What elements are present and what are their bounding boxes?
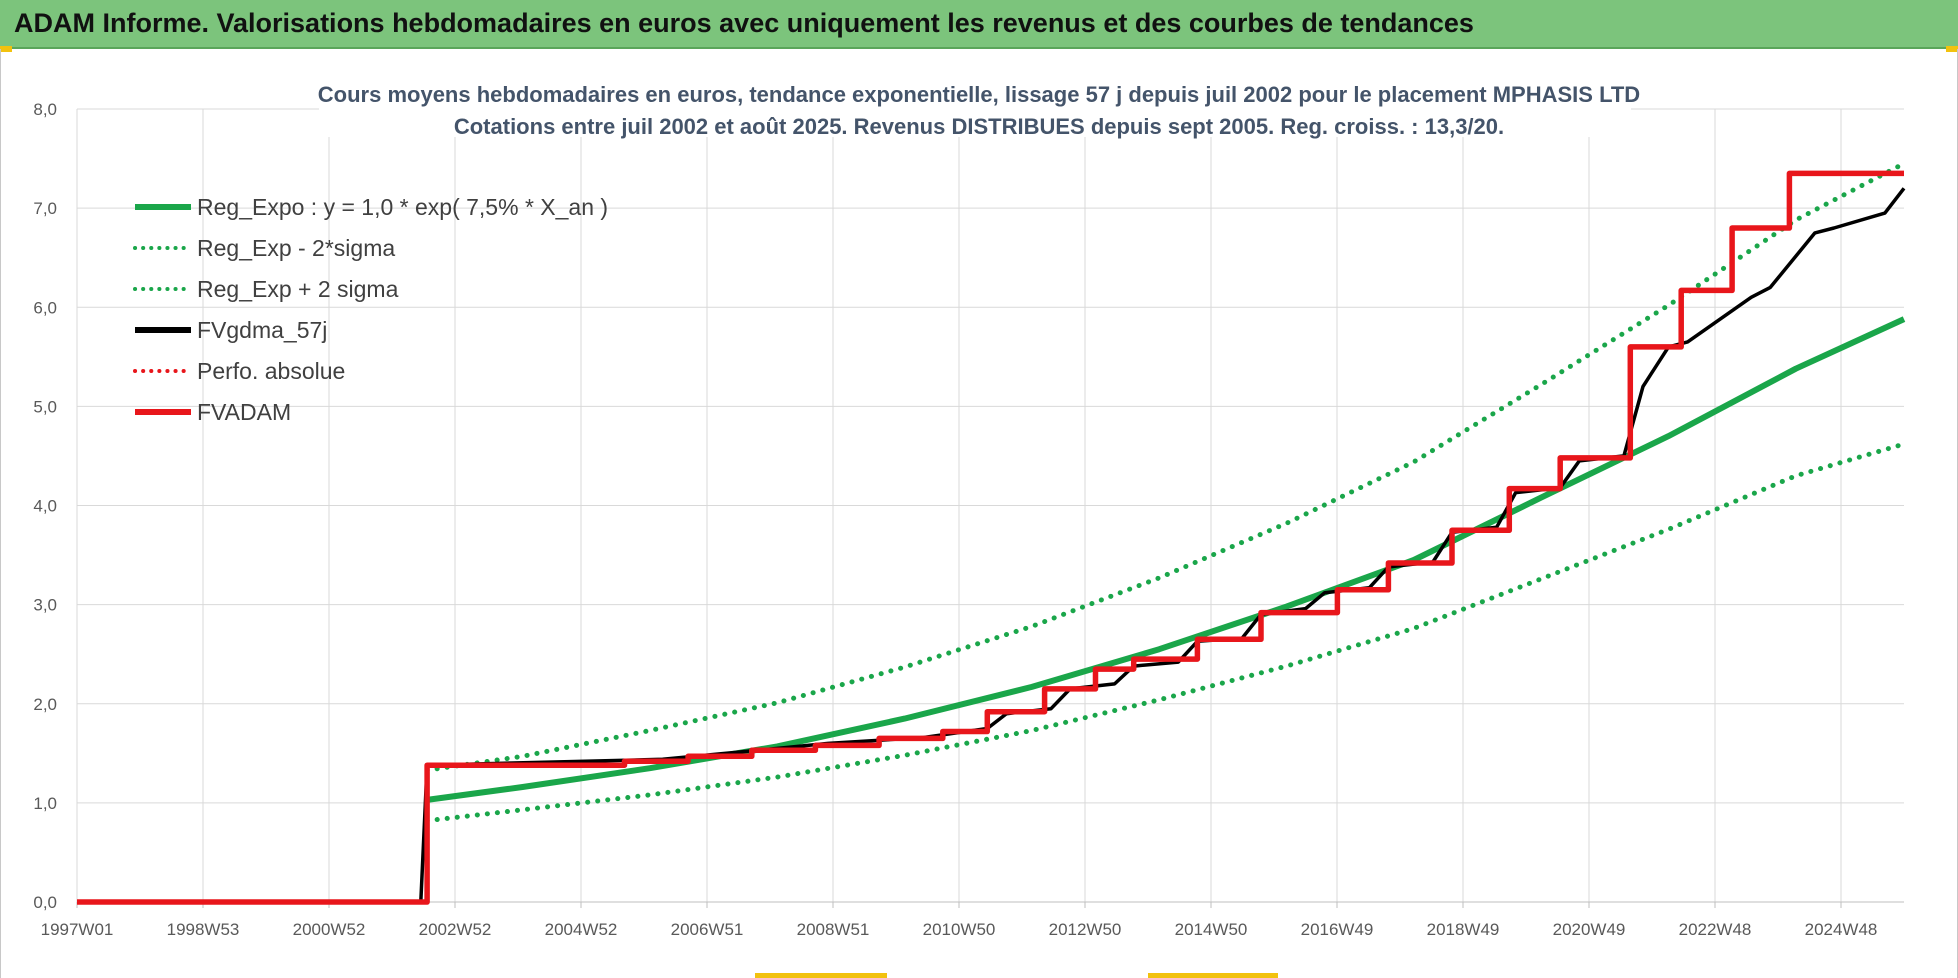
legend-label: Reg_Exp + 2 sigma <box>197 276 399 302</box>
bottom-accent-1 <box>755 973 887 978</box>
x-tick-label: 2010W50 <box>923 920 996 939</box>
x-tick-label: 2004W52 <box>545 920 618 939</box>
y-tick-label: 6,0 <box>33 298 57 317</box>
x-tick-label: 2020W49 <box>1553 920 1626 939</box>
grid-layer <box>76 108 1904 903</box>
y-tick-label: 8,0 <box>33 100 57 119</box>
y-tick-label: 4,0 <box>33 497 57 516</box>
y-tick-label: 7,0 <box>33 199 57 218</box>
y-tick-label: 5,0 <box>33 397 57 416</box>
chart-title-bg <box>319 73 1631 137</box>
chart-title-line2: Cotations entre juil 2002 et août 2025. … <box>454 114 1504 139</box>
y-tick-label: 2,0 <box>33 695 57 714</box>
legend-label: Reg_Exp - 2*sigma <box>197 235 395 261</box>
y-tick-label: 3,0 <box>33 596 57 615</box>
y-tick-label: 1,0 <box>33 794 57 813</box>
x-tick-label: 2022W48 <box>1679 920 1752 939</box>
chart-svg: 0,0 1,0 2,0 3,0 4,0 5,0 6,0 7,0 8,0 1997W01 1998W5… <box>33 73 1907 939</box>
x-tick-label: 2012W50 <box>1049 920 1122 939</box>
series-line-fvadam <box>77 170 1904 905</box>
corner-accent-right <box>1946 46 1958 52</box>
x-tick-label: 2016W49 <box>1301 920 1374 939</box>
series-line-reg-expo-y-1-0-exp-7-5-x-an <box>426 316 1906 803</box>
x-tick-label: 2014W50 <box>1175 920 1248 939</box>
legend-label: FVgdma_57j <box>197 317 327 343</box>
x-tick-label: 2018W49 <box>1427 920 1500 939</box>
page-title: ADAM Informe. Valorisations hebdomadaire… <box>14 8 1474 38</box>
x-tick-label: 1998W53 <box>167 920 240 939</box>
header-bar: ADAM Informe. Valorisations hebdomadaire… <box>0 0 1958 49</box>
series-line-reg-exp-2-sigma <box>424 161 1907 773</box>
axis-layer: 0,0 1,0 2,0 3,0 4,0 5,0 6,0 7,0 8,0 1997W01 1998W5… <box>33 100 1904 939</box>
x-tick-label: 2008W51 <box>797 920 870 939</box>
x-tick-label: 1997W01 <box>41 920 114 939</box>
x-tick-label: 2000W52 <box>293 920 366 939</box>
series-line-reg-exp-2-sigma <box>424 441 1907 824</box>
legend-label: FVADAM <box>197 399 291 425</box>
chart-frame: 0,0 1,0 2,0 3,0 4,0 5,0 6,0 7,0 8,0 1997W01 1998W5… <box>0 49 1958 978</box>
x-tick-label: 2002W52 <box>419 920 492 939</box>
x-tick-label: 2006W51 <box>671 920 744 939</box>
chart-title-line1: Cours moyens hebdomadaires en euros, ten… <box>318 82 1640 107</box>
corner-accent-left <box>0 46 12 52</box>
y-tick-label: 0,0 <box>33 893 57 912</box>
legend-label: Reg_Expo : y = 1,0 * exp( 7,5% * X_an ) <box>197 194 608 220</box>
legend-label: Perfo. absolue <box>197 358 345 384</box>
x-tick-label: 2024W48 <box>1805 920 1878 939</box>
chart-title-group: Cours moyens hebdomadaires en euros, ten… <box>318 73 1640 139</box>
legend: Reg_Expo : y = 1,0 * exp( 7,5% * X_an ) R… <box>133 194 608 425</box>
series-layer <box>77 161 1907 905</box>
bottom-accent-2 <box>1148 973 1278 978</box>
